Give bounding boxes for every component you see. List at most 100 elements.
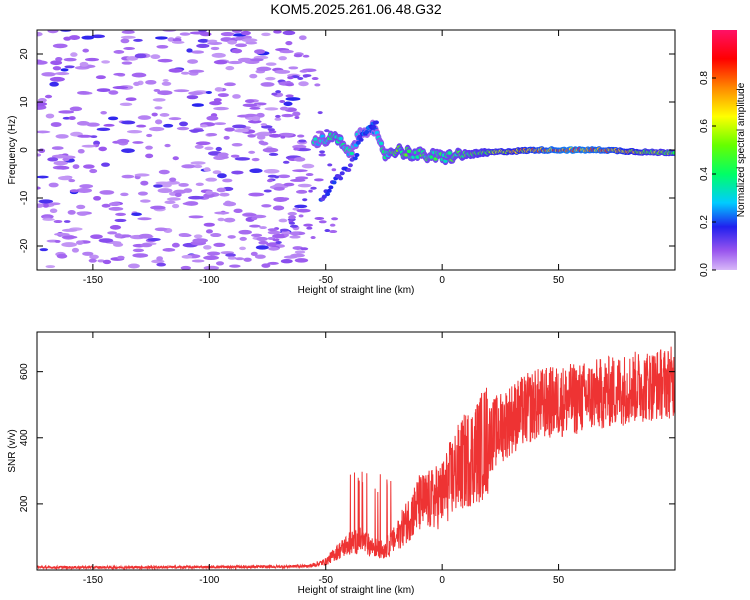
noise-blob: [77, 90, 90, 95]
noise-blob: [288, 221, 296, 225]
noise-blob: [249, 168, 263, 174]
noise-blob: [191, 50, 205, 54]
noise-blob: [285, 83, 295, 87]
spectrogram-x-tick-label: -50: [319, 275, 334, 286]
noise-blob: [250, 251, 258, 257]
noise-blob: [54, 239, 61, 243]
noise-blob: [277, 174, 291, 179]
noise-blob: [223, 217, 236, 223]
noise-blob: [217, 173, 227, 179]
noise-blob: [193, 234, 203, 239]
noise-blob: [234, 157, 251, 161]
noise-blob: [60, 68, 69, 72]
noise-blob: [229, 264, 241, 268]
noise-blob: [211, 52, 226, 58]
noise-blob: [279, 49, 294, 54]
noise-blob: [126, 56, 139, 61]
noise-blob: [180, 71, 190, 75]
noise-blob: [288, 215, 296, 220]
noise-blob: [79, 61, 89, 67]
snr-x-tick-label: -100: [199, 575, 219, 586]
noise-blob: [239, 246, 246, 251]
noise-blob: [166, 197, 181, 201]
noise-blob: [90, 234, 103, 240]
noise-blob: [256, 134, 266, 140]
noise-blob: [102, 259, 112, 265]
noise-blob: [145, 79, 157, 85]
noise-blob: [69, 189, 79, 193]
snr-y-tick-label: 200: [19, 495, 30, 512]
noise-blob: [173, 189, 187, 194]
noise-blob: [77, 134, 93, 138]
noise-blob: [154, 106, 163, 110]
noise-blob: [293, 157, 306, 162]
noise-blob: [172, 203, 180, 209]
signal-branch-cell: [328, 185, 334, 190]
signal-branch-cell: [347, 163, 353, 168]
noise-blob: [120, 35, 136, 39]
noise-blob: [121, 120, 136, 125]
noise-blob: [50, 122, 62, 127]
noise-blob: [203, 193, 215, 198]
noise-blob: [137, 191, 149, 196]
noise-blob: [61, 242, 77, 248]
noise-blob: [262, 147, 279, 153]
noise-blob: [287, 76, 294, 80]
noise-blob: [96, 127, 111, 132]
noise-blob: [235, 43, 248, 48]
noise-blob: [192, 238, 209, 243]
noise-blob: [68, 35, 81, 40]
colorbar-ticks: 0.0 0.2 0.4 0.6 0.8: [699, 71, 716, 277]
noise-blob: [255, 245, 269, 250]
noise-blob: [121, 61, 133, 65]
noise-blob: [188, 195, 204, 200]
noise-blob: [303, 223, 313, 227]
noise-blob: [76, 188, 93, 193]
signal-cell: [378, 141, 384, 146]
noise-blob: [294, 258, 309, 263]
snr-panel: -150 -100 -50 0 50 200 400 600 Height of strai…: [7, 331, 676, 596]
noise-blob: [176, 126, 190, 131]
noise-blob: [214, 87, 224, 92]
snr-x-tick-label: -150: [83, 575, 103, 586]
noise-blob: [193, 164, 203, 169]
signal-branch-cell: [371, 124, 377, 129]
colorbar-tick-label: 0.6: [699, 119, 710, 133]
noise-blob: [133, 81, 141, 87]
noise-blob: [107, 116, 119, 121]
signal-cell: [672, 150, 675, 155]
noise-blob: [188, 69, 205, 73]
noise-blob: [173, 89, 190, 93]
noise-blob: [161, 81, 172, 86]
noise-blob: [285, 97, 301, 101]
noise-blob: [297, 183, 312, 188]
noise-blob: [95, 75, 106, 80]
noise-blob: [190, 161, 206, 165]
noise-blob: [327, 163, 333, 167]
noise-blob: [178, 182, 189, 187]
noise-blob: [42, 218, 55, 221]
noise-blob: [298, 35, 307, 41]
noise-blob: [314, 83, 321, 87]
spectrogram-y-ticks: -20 -10 0 10 20: [19, 48, 675, 253]
noise-blob: [233, 208, 243, 213]
noise-blob: [162, 79, 169, 82]
noise-blob: [207, 39, 218, 43]
noise-blob: [302, 74, 312, 78]
noise-blob: [223, 82, 236, 87]
noise-blob: [213, 106, 229, 111]
snr-y-label: SNR (v/v): [7, 429, 18, 472]
noise-blob: [156, 262, 166, 267]
noise-blob: [169, 177, 177, 182]
noise-blob: [295, 189, 308, 194]
noise-blob: [163, 123, 174, 128]
noise-blob: [195, 182, 204, 187]
signal-cell: [406, 149, 412, 154]
noise-blob: [223, 135, 230, 140]
noise-blob: [52, 66, 62, 71]
noise-blob: [41, 72, 56, 77]
noise-blob: [63, 220, 71, 223]
noise-blob: [157, 58, 173, 63]
noise-blob: [242, 213, 257, 217]
noise-blob: [117, 255, 125, 260]
